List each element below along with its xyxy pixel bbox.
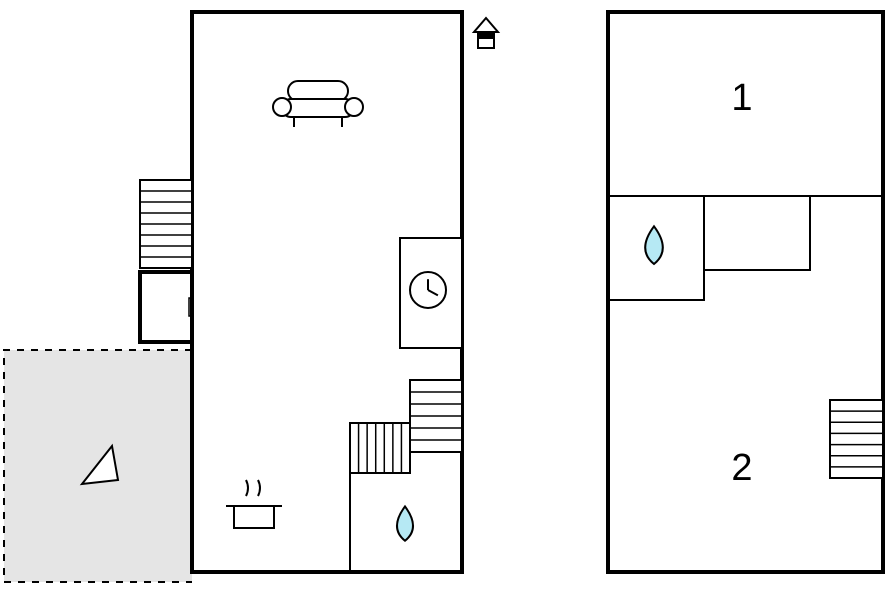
room-label-1: 1	[731, 77, 752, 119]
floorplan-canvas: 12	[0, 0, 896, 597]
upper-stairs-icon	[830, 400, 883, 478]
north-arrow-icon	[474, 18, 498, 48]
exterior-stairs-icon	[140, 180, 192, 268]
room-label-2: 2	[731, 447, 752, 489]
interior-stairs-upper-icon	[410, 380, 462, 452]
entry-vestibule	[140, 272, 192, 342]
interior-stairs-lower-icon	[350, 423, 410, 473]
